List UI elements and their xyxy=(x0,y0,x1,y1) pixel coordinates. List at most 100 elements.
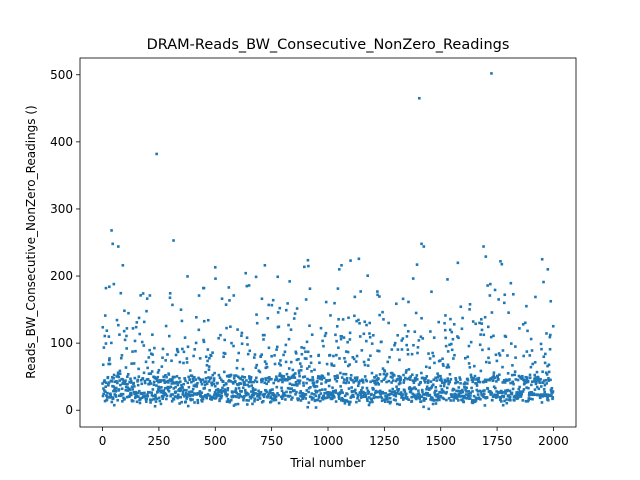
data-point xyxy=(140,392,143,396)
data-point xyxy=(466,377,469,381)
data-point xyxy=(235,391,238,395)
data-point xyxy=(410,395,413,399)
data-point xyxy=(237,351,241,355)
data-point xyxy=(193,384,197,388)
data-point xyxy=(433,393,437,397)
data-point xyxy=(252,380,255,384)
data-point xyxy=(224,303,228,306)
data-point xyxy=(279,374,283,377)
data-point xyxy=(114,390,118,393)
data-point xyxy=(406,397,409,400)
data-point xyxy=(497,298,500,301)
data-point xyxy=(189,398,193,402)
data-point xyxy=(499,397,502,400)
data-point xyxy=(418,393,422,397)
data-point xyxy=(443,378,447,382)
data-point xyxy=(230,341,233,345)
data-point xyxy=(508,389,512,393)
data-point xyxy=(125,334,128,338)
data-point xyxy=(261,333,265,337)
data-point xyxy=(458,376,461,379)
data-point xyxy=(422,405,425,409)
data-point xyxy=(397,392,401,395)
data-point xyxy=(398,358,401,362)
data-point xyxy=(551,397,554,401)
data-point xyxy=(194,341,198,345)
data-point xyxy=(314,406,318,409)
data-point xyxy=(421,390,424,394)
data-point xyxy=(376,293,379,297)
data-point xyxy=(449,393,453,396)
data-point xyxy=(517,395,520,398)
data-point xyxy=(249,376,253,379)
data-point xyxy=(176,349,179,352)
data-point xyxy=(298,362,302,365)
data-point xyxy=(469,373,473,377)
data-point xyxy=(140,340,144,344)
data-point xyxy=(242,398,245,402)
data-point xyxy=(163,386,167,390)
data-point xyxy=(340,388,343,392)
data-point xyxy=(535,378,539,382)
data-point xyxy=(357,318,360,322)
data-point xyxy=(424,397,428,401)
data-point xyxy=(334,391,338,394)
data-point xyxy=(355,378,359,382)
data-point xyxy=(243,383,247,386)
data-point xyxy=(366,399,369,402)
data-point xyxy=(395,391,399,395)
data-point xyxy=(169,385,173,389)
data-point xyxy=(172,387,176,390)
data-point xyxy=(390,381,393,384)
data-point xyxy=(222,355,225,359)
data-point xyxy=(102,346,106,349)
data-point xyxy=(316,398,320,402)
data-point xyxy=(157,396,161,400)
data-point xyxy=(480,318,483,321)
data-point xyxy=(270,377,273,381)
data-point xyxy=(195,315,198,319)
data-point xyxy=(328,378,332,382)
data-point xyxy=(360,349,364,352)
y-axis-label: Reads_BW_Consecutive_NonZero_Readings () xyxy=(24,105,38,378)
data-point xyxy=(152,397,156,401)
data-point xyxy=(229,380,232,383)
data-point xyxy=(281,395,285,398)
data-point xyxy=(247,380,251,384)
data-point xyxy=(517,393,521,397)
data-point xyxy=(255,313,258,316)
data-point xyxy=(435,398,439,402)
data-point xyxy=(447,397,451,400)
data-point xyxy=(377,377,380,381)
data-point xyxy=(535,385,539,389)
data-point xyxy=(232,344,235,348)
data-point xyxy=(386,397,389,401)
data-point xyxy=(363,375,367,378)
data-point xyxy=(128,394,132,398)
data-point xyxy=(112,373,116,377)
data-point xyxy=(355,354,359,358)
data-point xyxy=(441,357,444,361)
data-point xyxy=(102,380,106,384)
data-point xyxy=(102,387,105,390)
data-point xyxy=(217,373,221,377)
data-point xyxy=(434,389,438,393)
data-point xyxy=(407,398,411,401)
data-point xyxy=(321,375,325,378)
data-point xyxy=(497,377,500,381)
data-point xyxy=(139,378,143,382)
data-point xyxy=(383,377,387,380)
data-point xyxy=(464,393,468,396)
data-point xyxy=(378,373,382,376)
x-axis-ticks: 0 250 500 750 1000 1250 1500 1750 2000 xyxy=(99,427,569,448)
data-point xyxy=(499,259,502,263)
data-point xyxy=(225,400,229,403)
data-point xyxy=(324,396,327,400)
data-point xyxy=(186,395,189,399)
data-point xyxy=(108,285,111,289)
data-point xyxy=(292,317,296,320)
data-point xyxy=(530,349,534,352)
data-point xyxy=(471,320,475,323)
data-point xyxy=(126,372,130,376)
data-point xyxy=(252,356,256,359)
